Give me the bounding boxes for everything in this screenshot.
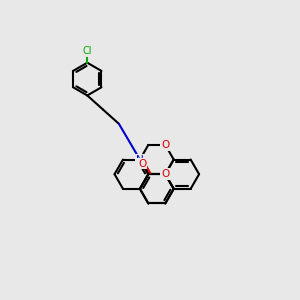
Text: Cl: Cl: [82, 46, 92, 56]
Text: O: O: [138, 159, 146, 169]
Text: O: O: [161, 140, 170, 150]
Text: N: N: [136, 154, 144, 164]
Text: O: O: [161, 169, 170, 179]
